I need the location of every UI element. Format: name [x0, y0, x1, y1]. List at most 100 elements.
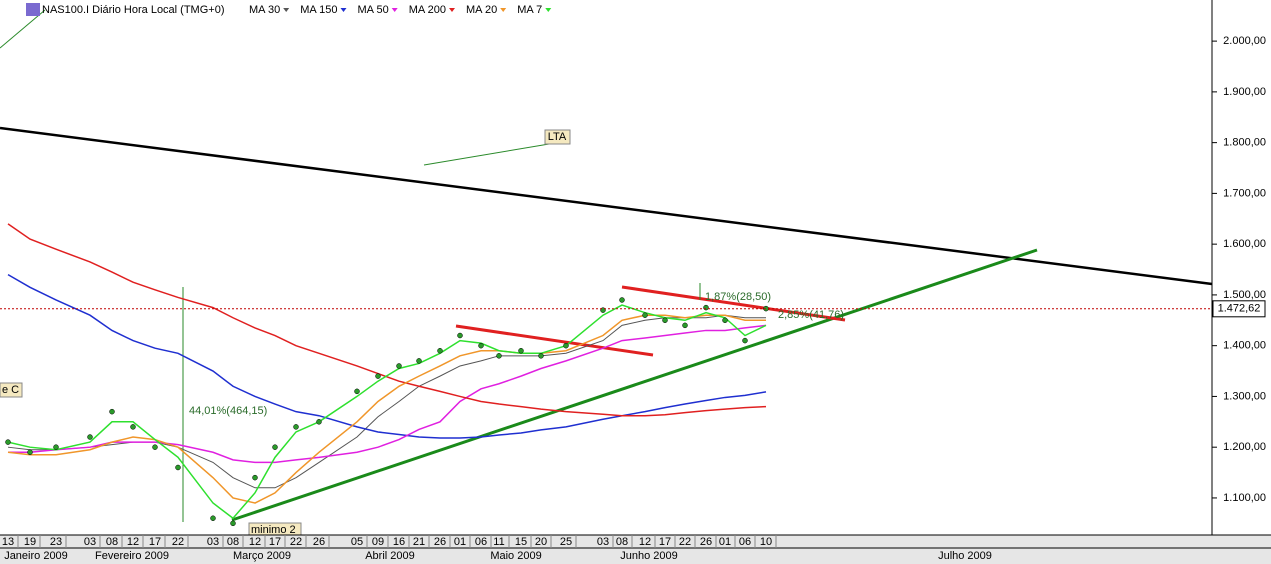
annotation: LTA	[548, 131, 567, 143]
price-point	[152, 444, 158, 450]
x-tick-label: 26	[313, 536, 325, 548]
legend-entry: MA 7	[517, 4, 542, 16]
price-point	[662, 317, 668, 324]
month-label: Maio 2009	[490, 550, 541, 562]
price-point	[396, 363, 402, 369]
y-tick-label: 1.600,00	[1223, 238, 1266, 250]
x-tick-label: 13	[2, 536, 14, 548]
ma-line	[7, 223, 767, 417]
x-tick-label: 01	[719, 536, 731, 548]
legend-arrow	[340, 8, 347, 12]
x-tick-label: 06	[475, 536, 487, 548]
y-tick-label: 1.300,00	[1223, 390, 1266, 402]
x-tick-label: 25	[560, 536, 572, 548]
legend-arrow	[500, 8, 507, 12]
x-tick-label: 26	[700, 536, 712, 548]
price-point	[496, 353, 502, 359]
x-tick-label: 08	[106, 536, 118, 548]
x-tick-label: 16	[393, 536, 405, 548]
legend-arrow	[391, 8, 398, 12]
price-point	[210, 515, 216, 521]
y-tick-label: 1.800,00	[1223, 137, 1266, 149]
legend-entry: MA 200	[409, 4, 446, 16]
y-tick-label: 1.400,00	[1223, 340, 1266, 352]
x-tick-label: 11	[493, 536, 504, 548]
y-tick-label: 1.100,00	[1223, 492, 1266, 504]
price-point	[53, 444, 59, 450]
price-point	[87, 434, 93, 440]
month-label: Março 2009	[233, 550, 291, 562]
legend-entry: MA 30	[249, 4, 280, 16]
price-point	[316, 419, 322, 425]
month-label: Julho 2009	[938, 550, 992, 562]
x-tick-label: 22	[290, 536, 302, 548]
x-tick-label: 17	[269, 536, 281, 548]
x-tick-label: 10	[760, 536, 772, 548]
chart-title: NAS100.I Diário Hora Local (TMG+0)	[42, 4, 224, 16]
annotation-box	[544, 129, 571, 145]
legend: MA 30 MA 150 MA 50 MA 200 MA 20 MA 7	[249, 4, 552, 16]
price-point	[293, 424, 299, 430]
y-tick-label: 2.000,00	[1223, 35, 1266, 47]
price-point	[5, 439, 11, 445]
price-point	[703, 304, 709, 311]
annotation: 44,01%(464,15)	[189, 405, 267, 417]
x-tick-label: 08	[227, 536, 239, 548]
price-point	[682, 322, 688, 329]
x-tick-label: 20	[535, 536, 547, 548]
plot	[5, 223, 769, 527]
price-point	[722, 317, 728, 324]
y-tick-label: 1.700,00	[1223, 187, 1266, 199]
x-tick-label: 03	[84, 536, 96, 548]
legend-arrow	[449, 8, 455, 12]
price-point	[416, 358, 422, 364]
x-tick-label: 22	[679, 536, 691, 548]
price-point	[375, 373, 381, 379]
price-point	[518, 347, 524, 354]
trend-line	[423, 142, 556, 166]
x-tick-label: 15	[515, 536, 527, 548]
x-axis-band	[0, 535, 1271, 564]
x-tick-label: 23	[50, 536, 62, 548]
y-tick-label: 1.500,00	[1223, 289, 1266, 301]
trend-line	[231, 248, 1038, 522]
y-tick-label: 1.200,00	[1223, 441, 1266, 453]
legend-arrow	[283, 8, 290, 12]
price-point	[457, 332, 463, 339]
ma-line	[7, 273, 767, 439]
x-tick-label: 12	[249, 536, 261, 548]
price-point	[538, 353, 544, 359]
x-tick-label: 08	[616, 536, 628, 548]
x-tick-label: 09	[372, 536, 384, 548]
price-point	[230, 520, 236, 527]
last-price-label: 1.472,62	[1218, 303, 1261, 315]
x-tick-label: 17	[149, 536, 161, 548]
annotation-box	[0, 382, 23, 398]
price-point	[109, 408, 115, 415]
x-tick-label: 01	[454, 536, 466, 548]
price-point	[27, 449, 33, 456]
x-tick-label: 05	[351, 536, 363, 548]
legend-entry: MA 150	[300, 4, 337, 16]
price-point	[354, 388, 360, 395]
price-point	[437, 347, 443, 354]
x-tick-label: 19	[24, 536, 36, 548]
last-price-box	[1212, 300, 1266, 318]
symbol-icon	[26, 3, 40, 16]
x-tick-label: 26	[434, 536, 446, 548]
y-tick-label: 1.900,00	[1223, 86, 1266, 98]
price-point	[175, 464, 181, 471]
x-tick-label: 03	[207, 536, 219, 548]
month-label: Abril 2009	[365, 550, 415, 562]
price-point	[478, 342, 484, 349]
legend-entry: MA 20	[466, 4, 497, 16]
x-tick-label: 06	[739, 536, 751, 548]
x-tick-label: 17	[659, 536, 671, 548]
annotation: 2,85%(41,76)	[778, 309, 844, 321]
legend-arrow	[545, 8, 552, 12]
price-point	[130, 424, 136, 430]
x-tick-label: 12	[127, 536, 139, 548]
price-point	[563, 342, 569, 349]
x-tick-label: 21	[413, 536, 425, 548]
